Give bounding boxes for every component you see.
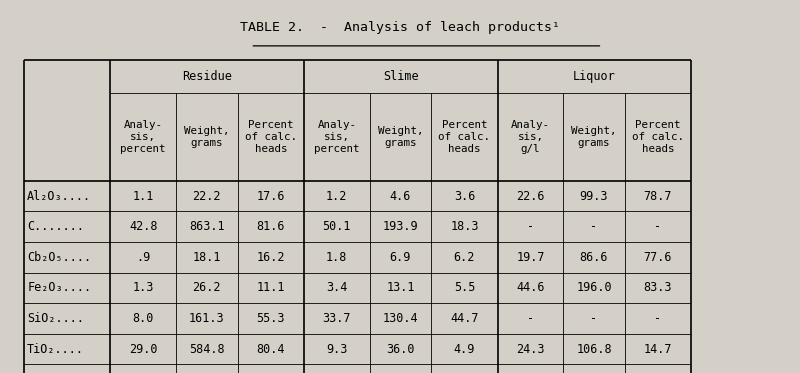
Text: Percent
of calc.
heads: Percent of calc. heads (632, 120, 684, 154)
Text: TABLE 2.  -  Analysis of leach products¹: TABLE 2. - Analysis of leach products¹ (240, 21, 560, 34)
Text: 13.1: 13.1 (386, 282, 414, 294)
Text: -: - (527, 220, 534, 233)
Text: 50.1: 50.1 (322, 220, 351, 233)
Text: Analy-
sis,
g/l: Analy- sis, g/l (511, 120, 550, 154)
Text: 6.9: 6.9 (390, 251, 411, 264)
Text: Fe₂O₃....: Fe₂O₃.... (27, 282, 91, 294)
Text: 55.3: 55.3 (257, 312, 285, 325)
Text: 78.7: 78.7 (644, 190, 672, 203)
Text: -: - (590, 312, 598, 325)
Text: 1.1: 1.1 (133, 190, 154, 203)
Text: 161.3: 161.3 (189, 312, 225, 325)
Text: 196.0: 196.0 (576, 282, 612, 294)
Text: TiO₂....: TiO₂.... (27, 343, 84, 355)
Text: 18.3: 18.3 (450, 220, 478, 233)
Text: 584.8: 584.8 (189, 343, 225, 355)
Text: 1.8: 1.8 (326, 251, 347, 264)
Text: Weight,
grams: Weight, grams (184, 126, 230, 148)
Text: Cb₂O₅....: Cb₂O₅.... (27, 251, 91, 264)
Text: Analy-
sis,
percent: Analy- sis, percent (121, 120, 166, 154)
Text: 863.1: 863.1 (189, 220, 225, 233)
Text: 193.9: 193.9 (382, 220, 418, 233)
Text: 22.6: 22.6 (516, 190, 545, 203)
Text: Residue: Residue (182, 70, 232, 83)
Text: 16.2: 16.2 (257, 251, 285, 264)
Text: 9.3: 9.3 (326, 343, 347, 355)
Text: 1.2: 1.2 (326, 190, 347, 203)
Text: 99.3: 99.3 (580, 190, 608, 203)
Text: 6.2: 6.2 (454, 251, 475, 264)
Text: Liquor: Liquor (573, 70, 616, 83)
Text: 83.3: 83.3 (644, 282, 672, 294)
Text: 80.4: 80.4 (257, 343, 285, 355)
Text: 44.6: 44.6 (516, 282, 545, 294)
Text: -: - (527, 312, 534, 325)
Text: 4.9: 4.9 (454, 343, 475, 355)
Text: 81.6: 81.6 (257, 220, 285, 233)
Text: Weight,
grams: Weight, grams (571, 126, 617, 148)
Text: 77.6: 77.6 (644, 251, 672, 264)
Text: 106.8: 106.8 (576, 343, 612, 355)
Text: Percent
of calc.
heads: Percent of calc. heads (438, 120, 490, 154)
Text: Slime: Slime (383, 70, 418, 83)
Text: SiO₂....: SiO₂.... (27, 312, 84, 325)
Text: 1.3: 1.3 (133, 282, 154, 294)
Text: C.......: C....... (27, 220, 84, 233)
Text: 19.7: 19.7 (516, 251, 545, 264)
Text: 18.1: 18.1 (193, 251, 221, 264)
Text: 29.0: 29.0 (129, 343, 158, 355)
Text: 33.7: 33.7 (322, 312, 351, 325)
Text: -: - (654, 312, 662, 325)
Text: -: - (654, 220, 662, 233)
Text: .9: .9 (136, 251, 150, 264)
Text: 8.0: 8.0 (133, 312, 154, 325)
Text: 44.7: 44.7 (450, 312, 478, 325)
Text: 36.0: 36.0 (386, 343, 414, 355)
Text: Percent
of calc.
heads: Percent of calc. heads (245, 120, 297, 154)
Text: 86.6: 86.6 (580, 251, 608, 264)
Text: Al₂O₃....: Al₂O₃.... (27, 190, 91, 203)
Text: 11.1: 11.1 (257, 282, 285, 294)
Text: 130.4: 130.4 (382, 312, 418, 325)
Text: 42.8: 42.8 (129, 220, 158, 233)
Text: 14.7: 14.7 (644, 343, 672, 355)
Text: 26.2: 26.2 (193, 282, 221, 294)
Text: 5.5: 5.5 (454, 282, 475, 294)
Text: 4.6: 4.6 (390, 190, 411, 203)
Text: -: - (590, 220, 598, 233)
Text: Analy-
sis,
percent: Analy- sis, percent (314, 120, 359, 154)
Text: 3.6: 3.6 (454, 190, 475, 203)
Text: Weight,
grams: Weight, grams (378, 126, 423, 148)
Text: 22.2: 22.2 (193, 190, 221, 203)
Text: 24.3: 24.3 (516, 343, 545, 355)
Text: 3.4: 3.4 (326, 282, 347, 294)
Text: 17.6: 17.6 (257, 190, 285, 203)
